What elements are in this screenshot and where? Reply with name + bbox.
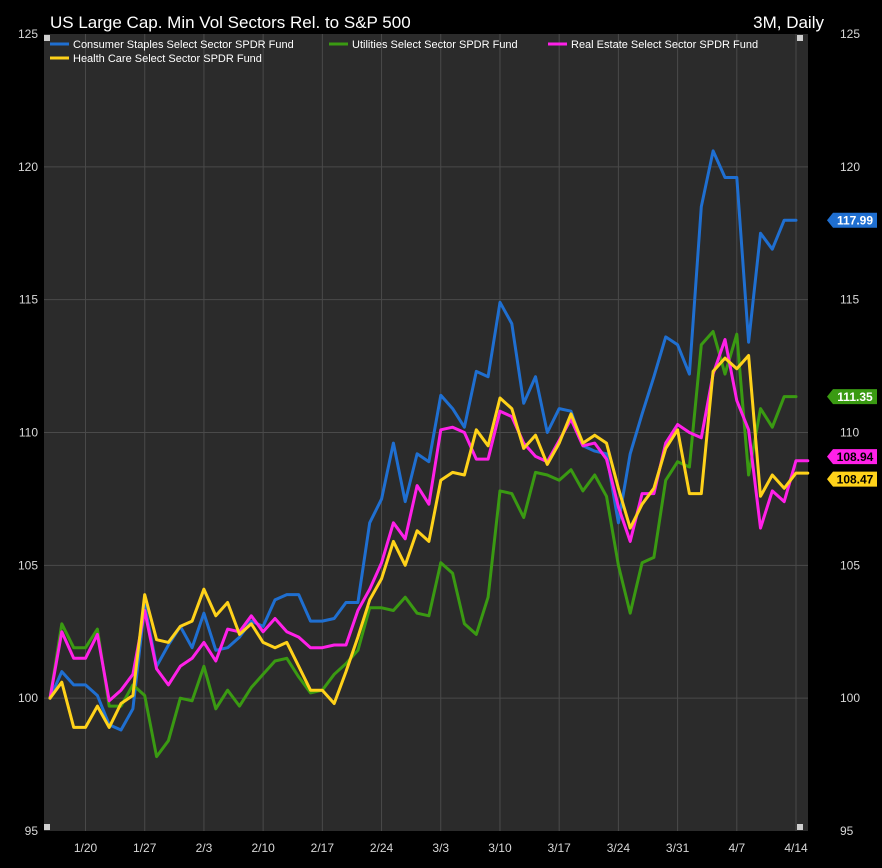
x-tick-label: 3/31	[666, 841, 690, 855]
y-tick-label-right: 110	[840, 426, 859, 440]
period-label: 3M, Daily	[753, 13, 824, 32]
last-value-text: 117.99	[837, 214, 873, 228]
corner-marker	[44, 824, 50, 830]
y-tick-label-right: 125	[840, 27, 860, 41]
x-tick-label: 3/3	[432, 841, 449, 855]
x-tick-label: 2/17	[311, 841, 335, 855]
corner-marker	[44, 35, 50, 41]
y-tick-label-right: 105	[840, 558, 860, 572]
chart-title: US Large Cap. Min Vol Sectors Rel. to S&…	[50, 13, 411, 32]
x-tick-label: 3/10	[488, 841, 512, 855]
last-value-tag	[827, 471, 877, 487]
series-line	[48, 338, 810, 703]
last-value-tag	[827, 389, 877, 405]
x-tick-label: 1/20	[74, 841, 98, 855]
x-tick-label: 2/10	[251, 841, 275, 855]
legend: Consumer Staples Select Sector SPDR Fund…	[50, 39, 758, 65]
last-value-text: 108.94	[837, 450, 874, 464]
y-tick-label-left: 105	[18, 558, 38, 572]
legend-label: Real Estate Select Sector SPDR Fund	[571, 39, 758, 51]
corner-marker	[797, 824, 803, 830]
y-tick-label-left: 110	[19, 426, 38, 440]
x-tick-label: 2/24	[370, 841, 394, 855]
series-layer	[48, 149, 810, 759]
last-value-text: 111.35	[837, 390, 873, 404]
last-value-tag	[827, 212, 877, 228]
y-tick-label-right: 100	[840, 691, 860, 705]
y-tick-label-right: 115	[840, 293, 859, 307]
last-value-text: 108.47	[837, 473, 874, 487]
axis-layer: 95 95 100 100 105 105 110 110 115 115 120 120 125 125…	[18, 27, 860, 855]
y-tick-label-left: 120	[18, 160, 38, 174]
x-tick-label: 1/27	[133, 841, 157, 855]
last-value-tag	[827, 449, 877, 465]
y-tick-label-left: 100	[18, 691, 38, 705]
y-tick-label-left: 115	[19, 293, 38, 307]
x-tick-label: 3/17	[547, 841, 571, 855]
grid-layer	[44, 34, 808, 831]
x-tick-label: 4/14	[784, 841, 808, 855]
legend-label: Consumer Staples Select Sector SPDR Fund	[73, 39, 294, 51]
y-tick-label-right: 120	[840, 160, 860, 174]
series-line	[48, 330, 798, 759]
legend-label: Utilities Select Sector SPDR Fund	[352, 39, 518, 51]
last-value-labels: 117.99 111.35 108.94 108.47	[827, 212, 877, 487]
legend-label: Health Care Select Sector SPDR Fund	[73, 53, 262, 65]
series-line	[48, 354, 810, 729]
y-tick-label-right: 95	[840, 824, 854, 838]
x-tick-label: 3/24	[607, 841, 631, 855]
x-tick-label: 2/3	[196, 841, 213, 855]
corner-marker	[797, 35, 803, 41]
x-tick-label: 4/7	[728, 841, 745, 855]
y-tick-label-left: 125	[18, 27, 38, 41]
y-tick-label-left: 95	[25, 824, 39, 838]
